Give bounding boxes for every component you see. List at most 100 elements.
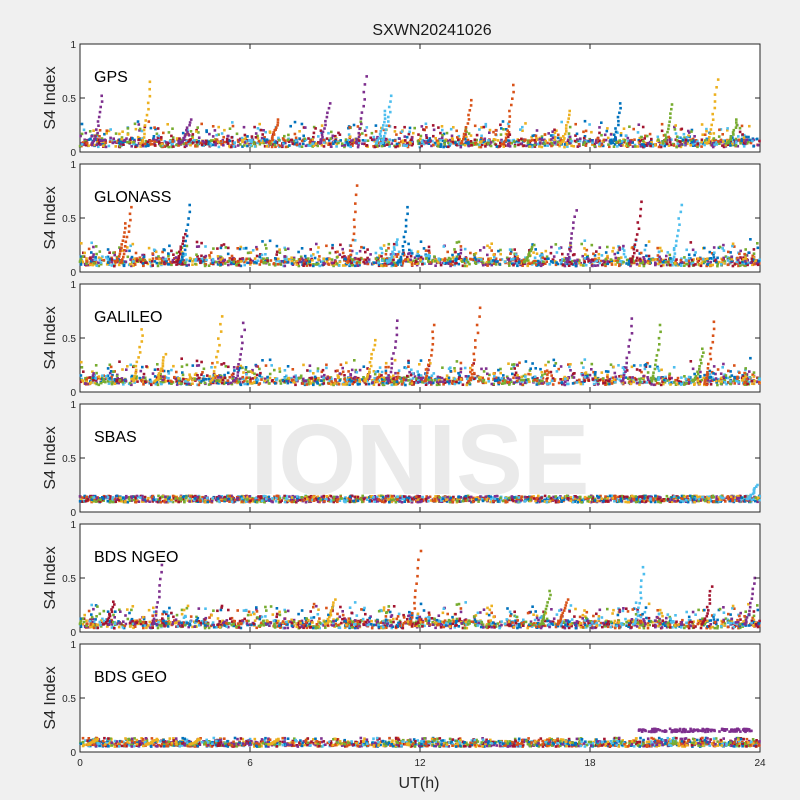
scatter-point (475, 143, 479, 146)
scatter-point (379, 130, 383, 133)
scatter-point (430, 379, 434, 382)
scatter-point (388, 262, 392, 265)
scatter-point (543, 372, 547, 376)
scatter-point (447, 145, 450, 149)
scatter-point (335, 256, 339, 259)
scatter-point (388, 257, 391, 261)
scatter-point (352, 218, 356, 221)
scatter-point (571, 376, 574, 379)
scatter-point (138, 127, 142, 131)
scatter-point (638, 136, 642, 140)
scatter-point (225, 140, 229, 144)
scatter-point (448, 144, 451, 147)
scatter-point (167, 370, 170, 373)
scatter-point (533, 259, 536, 263)
scatter-point (608, 378, 612, 381)
scatter-point (365, 75, 368, 78)
scatter-point (721, 366, 724, 369)
scatter-point (556, 143, 560, 146)
scatter-point (482, 370, 486, 373)
scatter-point (123, 138, 127, 142)
scatter-point (383, 263, 386, 267)
scatter-point (583, 138, 586, 142)
scatter-point (251, 249, 255, 252)
scatter-point (635, 256, 639, 260)
scatter-point (134, 251, 138, 255)
scatter-point (658, 382, 661, 385)
scatter-point (168, 140, 172, 143)
scatter-point (281, 260, 285, 263)
scatter-point (711, 145, 715, 149)
scatter-point (273, 368, 276, 372)
scatter-point (245, 373, 248, 376)
scatter-point (450, 134, 454, 138)
scatter-point (182, 142, 185, 145)
scatter-point (171, 127, 174, 130)
scatter-point (555, 142, 558, 146)
scatter-point (110, 258, 114, 261)
scatter-point (533, 134, 536, 137)
scatter-point (594, 258, 597, 261)
scatter-point (652, 383, 656, 387)
scatter-point (633, 145, 637, 148)
scatter-point (512, 83, 515, 87)
scatter-point (625, 142, 629, 145)
scatter-point (145, 365, 148, 368)
scatter-point (465, 264, 469, 268)
scatter-point (432, 134, 435, 138)
scatter-point (646, 261, 650, 265)
scatter-point (647, 254, 651, 258)
scatter-point (722, 145, 726, 149)
scintillation-spike (565, 209, 578, 264)
scatter-point (499, 367, 502, 371)
scatter-point (214, 142, 217, 145)
scatter-point (665, 142, 669, 145)
scatter-point (215, 138, 219, 141)
scatter-point (484, 263, 488, 266)
scatter-point (741, 263, 744, 266)
scatter-point (633, 138, 636, 141)
scatter-point (509, 258, 513, 261)
scatter-point (374, 145, 377, 148)
scatter-point (443, 262, 446, 265)
scatter-point (318, 264, 321, 268)
scatter-point (499, 252, 502, 256)
scatter-point (419, 258, 422, 262)
scatter-point (744, 135, 748, 139)
scatter-point (424, 139, 428, 143)
scatter-point (463, 137, 467, 141)
scatter-point (447, 378, 450, 382)
scatter-point (216, 140, 220, 144)
scatter-point (551, 383, 555, 386)
scatter-point (566, 145, 569, 148)
scatter-point (646, 376, 649, 379)
scatter-point (394, 145, 397, 149)
scatter-point (568, 260, 572, 264)
scatter-point (153, 260, 157, 263)
scatter-point (443, 258, 446, 262)
scatter-point (705, 129, 708, 133)
scatter-point (696, 142, 700, 145)
scatter-point (294, 141, 298, 145)
scatter-point (708, 136, 711, 139)
scatter-point (657, 145, 661, 149)
scatter-point (407, 359, 410, 363)
scatter-point (648, 132, 652, 136)
scatter-point (519, 128, 522, 131)
scatter-point (100, 137, 104, 140)
scatter-point (616, 261, 619, 264)
scatter-point (85, 260, 89, 263)
scatter-point (459, 145, 463, 149)
scatter-point (454, 259, 458, 262)
scatter-point (112, 137, 115, 140)
scatter-point (563, 259, 566, 262)
scatter-point (432, 381, 435, 384)
scatter-point (664, 133, 667, 137)
scatter-point (307, 144, 310, 147)
scatter-point (337, 264, 341, 267)
scatter-point (570, 374, 574, 378)
scatter-point (618, 102, 622, 105)
scatter-point (178, 250, 181, 254)
scatter-point (435, 139, 439, 142)
